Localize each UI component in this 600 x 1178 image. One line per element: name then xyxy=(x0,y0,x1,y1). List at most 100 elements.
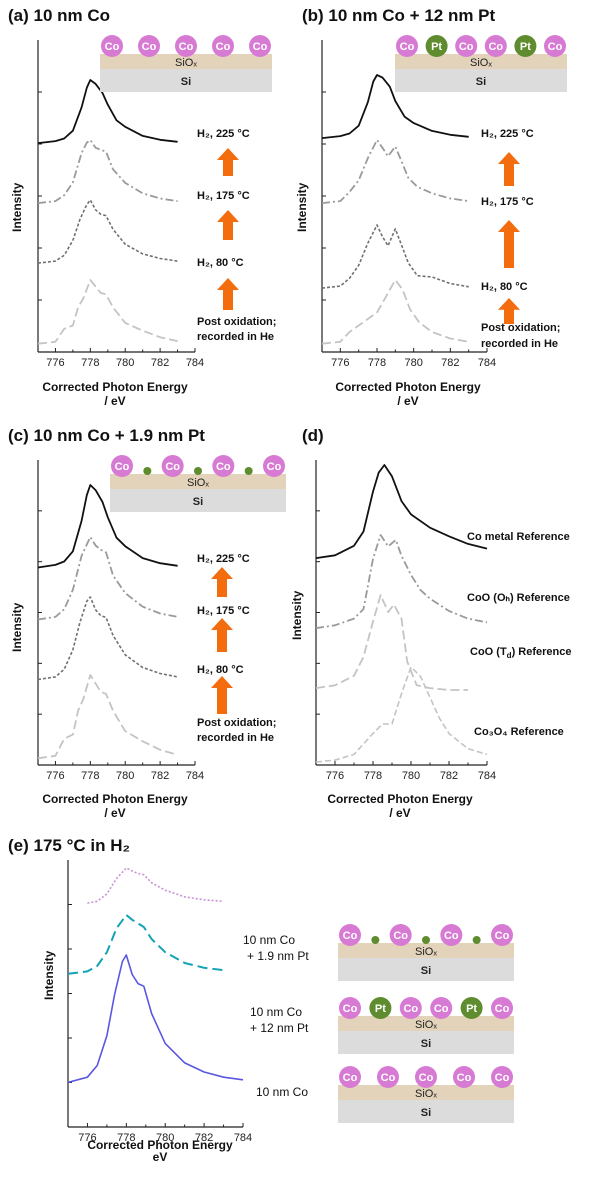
x-tick-label: 776 xyxy=(326,770,344,782)
particle-label: Co xyxy=(253,41,268,53)
panel-d-xlabel-line1: Corrected Photon Energy xyxy=(327,792,473,806)
co-particle xyxy=(399,997,422,1019)
siox-label: SiOₓ xyxy=(415,946,437,958)
si-label: Si xyxy=(181,76,191,88)
particle-label: Co xyxy=(142,41,157,53)
siox-label: SiOₓ xyxy=(415,1088,437,1100)
x-tick-label: 778 xyxy=(81,770,99,782)
particle-label: Co xyxy=(488,41,503,53)
siox-layer xyxy=(338,1016,514,1031)
panel-e-xlabel-line1: Corrected Photon Energy xyxy=(87,1138,233,1152)
series-label: H₂, 80 °C xyxy=(197,257,244,269)
x-tick-label: 778 xyxy=(117,1132,135,1144)
siox-layer xyxy=(338,943,514,958)
series-label-coo-oh: CoO (Oₕ) Reference xyxy=(467,592,570,604)
x-tick-label: 784 xyxy=(186,357,204,369)
panel-c-substrate-diagram: Co Co Co Co SiOₓ Si xyxy=(110,454,286,519)
co-particle xyxy=(138,35,160,57)
panel-b-xlabel-line1: Corrected Photon Energy xyxy=(335,380,481,394)
substrate-svg: Co Pt Co Co Pt Co SiOₓ Si xyxy=(395,35,567,92)
series-label: H₂, 80 °C xyxy=(481,281,528,293)
particle-label: Pt xyxy=(520,41,531,53)
siox-label: SiOₓ xyxy=(470,57,492,69)
siox-label: SiOₓ xyxy=(175,57,197,69)
panel-b-plot: 776 778 780 782 784 H₂, 225 °C H₂, 175 °C H₂, 8… xyxy=(321,40,560,369)
series-label: H₂, 225 °C xyxy=(481,128,534,140)
x-tick-label: 776 xyxy=(78,1132,96,1144)
series-label-coo-td: CoO (Td) Reference xyxy=(470,646,571,660)
x-tick-label: 780 xyxy=(156,1132,174,1144)
series-label: H₂, 175 °C xyxy=(197,605,250,617)
co-particle xyxy=(396,35,418,57)
si-label: Si xyxy=(193,496,203,508)
panel-e-substrate-diagram-co-1.9pt: Co Co Co Co SiOₓ Si xyxy=(338,923,514,988)
co-particle xyxy=(377,1066,399,1088)
series-line-2 xyxy=(315,534,488,629)
panel-d-plot: 776 778 780 782 784 Co metal Reference CoO (Oₕ… xyxy=(315,460,571,782)
series-line-3 xyxy=(321,224,469,289)
pt-particle xyxy=(244,467,253,475)
pt-particle xyxy=(422,936,430,944)
panel-a-xlabel-line1: Corrected Photon Energy xyxy=(42,380,188,394)
series-label: H₂, 225 °C xyxy=(197,553,250,565)
arrow-up-icon xyxy=(217,210,239,240)
particle-label: Co xyxy=(381,1072,396,1084)
x-tick-label: 776 xyxy=(46,357,64,369)
series-label: recorded in He xyxy=(197,732,274,744)
panel-c-plot: 776 778 780 782 784 H₂, 225 °C H₂, 175 °C H₂, 8… xyxy=(37,460,276,782)
co-particle xyxy=(453,1066,475,1088)
series-line-3 xyxy=(37,199,178,264)
co-particle xyxy=(491,997,513,1019)
series-label: + 1.9 nm Pt xyxy=(247,949,309,963)
series-line-2 xyxy=(37,139,178,204)
arrow-up-icon xyxy=(211,676,233,714)
panel-c-xlabel-line2: / eV xyxy=(104,806,126,820)
arrow-up-icon xyxy=(498,298,520,324)
pt-particle xyxy=(194,467,202,475)
co-particle xyxy=(212,455,235,477)
siox-layer xyxy=(395,54,567,69)
panel-b-xlabel: Corrected Photon Energy / eV xyxy=(318,380,498,408)
pt-particle xyxy=(460,997,483,1019)
series-line-2 xyxy=(321,139,469,204)
particle-label: Co xyxy=(343,930,358,942)
panel-d-xlabel: Corrected Photon Energy / eV xyxy=(310,792,490,820)
series-line-1 xyxy=(321,74,469,139)
panel-a-substrate-diagram: Co Co Co Co Co SiOₓ Si xyxy=(100,34,272,99)
si-label: Si xyxy=(421,1038,431,1050)
particle-label: Co xyxy=(105,41,120,53)
co-particle xyxy=(161,455,184,477)
particle-label: Co xyxy=(115,461,130,473)
series-label: recorded in He xyxy=(197,331,274,343)
series-line-2 xyxy=(67,914,224,975)
series-label: 10 nm Co xyxy=(250,1005,302,1019)
substrate-svg: Co Co Co Co SiOₓ Si xyxy=(110,455,286,512)
pt-particle xyxy=(371,936,380,944)
x-tick-label: 776 xyxy=(46,770,64,782)
si-layer xyxy=(110,488,286,512)
series-label: Post oxidation; xyxy=(197,316,276,328)
si-layer xyxy=(395,68,567,92)
siox-layer xyxy=(100,54,272,69)
series-line-3 xyxy=(37,596,178,681)
series-label: 10 nm Co xyxy=(256,1085,308,1099)
particle-label: Co xyxy=(165,461,180,473)
particle-label: Co xyxy=(400,41,415,53)
panel-b-title: (b) 10 nm Co + 12 nm Pt xyxy=(302,6,496,25)
series-line-1 xyxy=(37,79,178,144)
panel-b-xlabel-line2: / eV xyxy=(397,394,419,408)
particle-label: Pt xyxy=(375,1003,386,1015)
siox-layer xyxy=(338,1085,514,1100)
series-line-4 xyxy=(37,279,178,345)
panel-d-xlabel-line2: / eV xyxy=(389,806,411,820)
panel-e-xlabel: Corrected Photon Energy eV xyxy=(60,1138,260,1163)
panel-c-title: (c) 10 nm Co + 1.9 nm Pt xyxy=(8,426,205,445)
particle-label: Co xyxy=(419,1072,434,1084)
x-tick-label: 776 xyxy=(331,357,349,369)
particle-label: Co xyxy=(267,461,282,473)
co-particle xyxy=(491,1066,513,1088)
panel-e-substrate-diagram-co-12pt: Co Pt Co Co Pt Co SiOₓ Si xyxy=(338,996,514,1061)
series-label: H₂, 225 °C xyxy=(197,128,250,140)
co-particle xyxy=(491,924,513,946)
